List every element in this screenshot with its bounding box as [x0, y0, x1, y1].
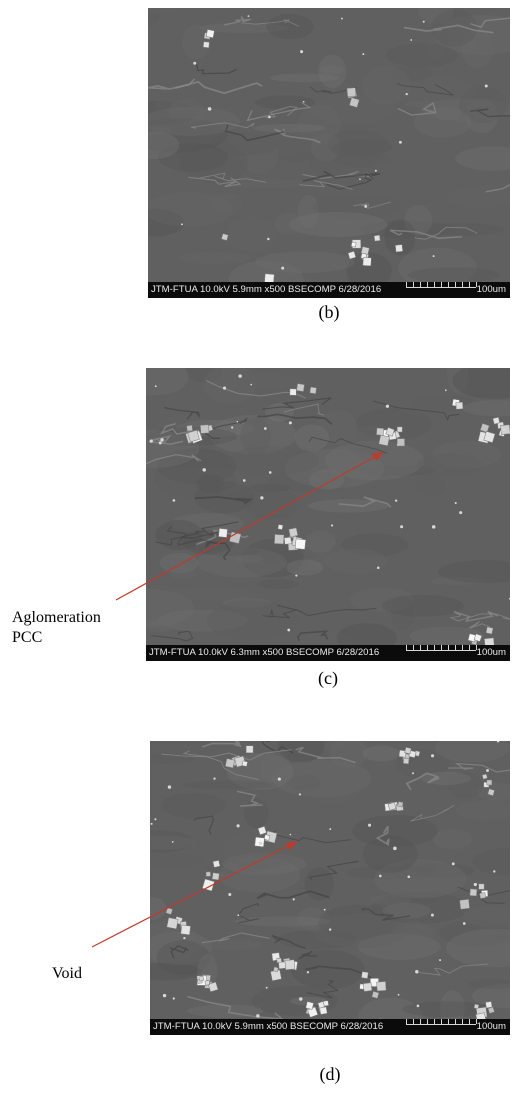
sem-micrograph-c: [146, 368, 510, 645]
sem-databar-d: JTM-FTUA 10.0kV 5.9mm x500 BSECOMP 6/28/…: [150, 1019, 510, 1035]
sem-image-d: JTM-FTUA 10.0kV 5.9mm x500 BSECOMP 6/28/…: [150, 741, 510, 1035]
sem-info-text-d: JTM-FTUA 10.0kV 5.9mm x500 BSECOMP 6/28/…: [153, 1021, 384, 1032]
scale-label-d: 100um: [476, 1021, 506, 1032]
sem-micrograph-b: [148, 8, 510, 282]
caption-c: (c): [318, 668, 338, 688]
label-void: Void: [52, 965, 82, 982]
sem-databar-c: JTM-FTUA 10.0kV 6.3mm x500 BSECOMP 6/28/…: [146, 645, 510, 661]
sem-image-b: JTM-FTUA 10.0kV 5.9mm x500 BSECOMP 6/28/…: [148, 8, 510, 298]
caption-b: (b): [318, 302, 340, 322]
scale-label-c: 100um: [476, 647, 506, 658]
label-aglomeration: Aglomeration PCC: [12, 608, 101, 648]
crystal-cluster-b: [181, 15, 488, 282]
scale-label-b: 100um: [476, 284, 506, 295]
label-aglomeration-line2: PCC: [12, 629, 43, 646]
sem-info-text-c: JTM-FTUA 10.0kV 6.3mm x500 BSECOMP 6/28/…: [149, 647, 380, 658]
sem-image-c: JTM-FTUA 10.0kV 6.3mm x500 BSECOMP 6/28/…: [146, 368, 510, 661]
sem-databar-b: JTM-FTUA 10.0kV 5.9mm x500 BSECOMP 6/28/…: [148, 282, 510, 298]
scale-bar-b: [406, 282, 477, 288]
sem-micrograph-d: [150, 741, 510, 1019]
sem-info-text-b: JTM-FTUA 10.0kV 5.9mm x500 BSECOMP 6/28/…: [151, 284, 382, 295]
caption-d: (d): [319, 1064, 341, 1084]
scale-bar-d: [406, 1019, 477, 1025]
label-aglomeration-line1: Aglomeration: [12, 609, 101, 626]
scale-bar-c: [406, 645, 477, 651]
